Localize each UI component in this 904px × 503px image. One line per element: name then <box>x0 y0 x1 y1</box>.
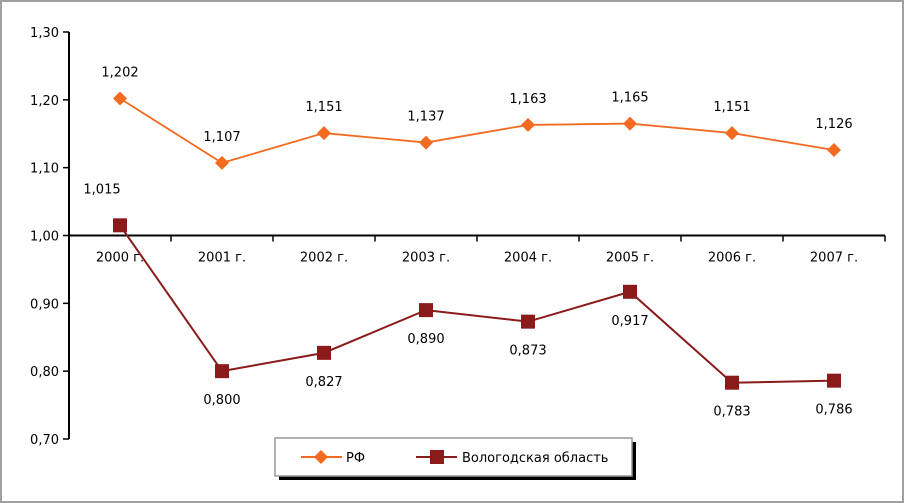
data-label: 0,873 <box>509 344 546 359</box>
data-point-square <box>521 314 535 329</box>
data-point-diamond <box>623 116 637 131</box>
data-label: 0,783 <box>713 405 750 420</box>
y-tick-label: 0,80 <box>30 365 59 380</box>
data-label: 1,137 <box>407 110 444 125</box>
data-label: 1,107 <box>203 130 240 145</box>
data-label: 0,890 <box>407 332 444 347</box>
y-tick-label: 0,70 <box>30 433 59 448</box>
data-point-diamond <box>113 91 127 106</box>
x-tick-label: 2006 г. <box>708 251 756 266</box>
data-label: 1,163 <box>509 92 546 107</box>
y-tick-label: 0,90 <box>30 297 59 312</box>
series-line <box>119 97 835 164</box>
data-point-diamond <box>827 143 841 158</box>
legend-label: Вологодская область <box>462 451 608 466</box>
data-point-diamond <box>725 126 739 141</box>
y-tick-label: 1,30 <box>30 26 59 41</box>
data-point-diamond <box>419 135 433 150</box>
data-point-square <box>725 375 739 390</box>
data-point-square <box>215 364 229 379</box>
data-point-square <box>419 303 433 318</box>
data-label: 0,827 <box>305 375 342 390</box>
data-point-square <box>113 218 127 233</box>
data-point-diamond <box>317 126 331 141</box>
legend-label: РФ <box>346 451 365 466</box>
x-tick-label: 2003 г. <box>402 251 450 266</box>
data-label: 0,917 <box>611 314 648 329</box>
data-point-diamond <box>215 155 229 170</box>
data-point-square <box>827 373 841 388</box>
data-label: 1,165 <box>611 91 648 106</box>
x-tick-label: 2005 г. <box>606 251 654 266</box>
data-label: 0,786 <box>815 403 852 418</box>
legend-marker-diamond <box>314 450 328 464</box>
x-tick-label: 2000 г. <box>96 251 144 266</box>
x-tick-label: 2001 г. <box>198 251 246 266</box>
data-point-square <box>623 284 637 299</box>
x-tick-label: 2004 г. <box>504 251 552 266</box>
data-label: 1,015 <box>83 182 120 197</box>
data-label: 1,151 <box>305 100 342 115</box>
series-line <box>119 224 835 384</box>
data-label: 1,151 <box>713 100 750 115</box>
y-tick-label: 1,10 <box>30 162 59 177</box>
x-tick-label: 2007 г. <box>810 251 858 266</box>
data-label: 1,126 <box>815 117 852 132</box>
data-label: 1,202 <box>101 65 138 80</box>
y-tick-label: 1,20 <box>30 94 59 109</box>
x-tick-label: 2002 г. <box>300 251 348 266</box>
legend: РФ Вологодская область <box>274 437 636 480</box>
data-point-diamond <box>521 117 535 132</box>
legend-marker-square <box>430 450 444 464</box>
y-tick-label: 1,00 <box>30 230 59 245</box>
data-label: 0,800 <box>203 393 240 408</box>
data-point-square <box>317 345 331 360</box>
